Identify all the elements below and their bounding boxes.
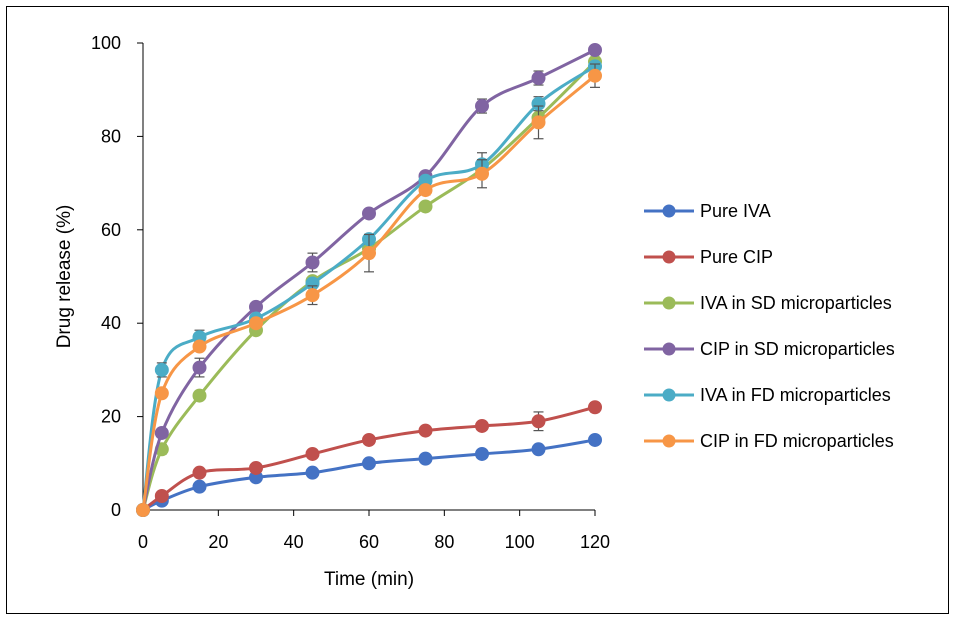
y-tick-label: 100 [91,33,121,53]
data-point-cip-in-fd-microparticles [588,68,602,83]
x-tick-label: 80 [434,532,454,552]
data-point-cip-in-fd-microparticles [249,316,263,331]
legend-label-iva-in-fd-microparticles: IVA in FD microparticles [700,385,891,405]
data-point-cip-in-sd-microparticles [475,99,489,114]
data-point-cip-in-fd-microparticles [475,166,489,181]
data-point-cip-in-fd-microparticles [418,183,433,198]
data-point-pure-cip [249,460,263,475]
data-point-pure-iva [588,432,602,447]
y-tick-label: 0 [111,500,121,520]
legend-label-pure-iva: Pure IVA [700,201,771,221]
legend-marker-cip-in-sd-microparticles [662,342,676,356]
data-point-pure-cip [362,432,376,447]
legend-marker-iva-in-sd-microparticles [662,296,676,310]
x-axis-title: Time (min) [324,569,414,590]
data-point-pure-iva [418,451,433,466]
y-tick-label: 60 [101,220,121,240]
x-tick-label: 40 [284,532,304,552]
data-point-pure-cip [588,400,602,415]
data-point-cip-in-fd-microparticles [362,246,376,261]
series-line-cip-in-fd-microparticles [141,74,596,511]
data-point-pure-iva [531,442,546,457]
legend-marker-pure-cip [662,250,676,264]
data-point-cip-in-sd-microparticles [531,71,546,86]
legend-label-cip-in-sd-microparticles: CIP in SD microparticles [700,339,895,359]
y-axis-title: Drug release (%) [54,205,75,349]
data-point-pure-cip [531,414,546,429]
x-tick-label: 0 [138,532,148,552]
data-point-cip-in-fd-microparticles [305,288,320,303]
x-tick-label: 100 [505,532,535,552]
y-tick-label: 20 [101,407,121,427]
x-tick-label: 120 [580,532,610,552]
data-point-cip-in-sd-microparticles [154,425,169,440]
legend-label-iva-in-sd-microparticles: IVA in SD microparticles [700,293,892,313]
data-point-pure-iva [362,456,376,471]
y-tick-label: 80 [101,126,121,146]
data-point-pure-cip [418,423,433,438]
series-line-pure-cip [142,405,596,512]
data-point-cip-in-fd-microparticles [136,503,150,517]
data-point-cip-in-fd-microparticles [154,386,169,401]
data-point-pure-cip [475,418,489,433]
data-point-iva-in-fd-microparticles [154,362,169,377]
data-point-pure-cip [305,446,320,461]
data-point-cip-in-fd-microparticles [531,115,546,130]
series-line-cip-in-sd-microparticles [141,48,596,511]
data-point-cip-in-sd-microparticles [192,360,207,375]
data-point-pure-cip [154,488,169,503]
x-tick-label: 60 [359,532,379,552]
data-point-pure-iva [475,446,489,461]
legend-marker-cip-in-fd-microparticles [662,434,676,448]
data-point-pure-iva [192,479,207,494]
data-point-cip-in-sd-microparticles [249,299,263,314]
data-point-cip-in-fd-microparticles [192,339,207,354]
legend-marker-iva-in-fd-microparticles [662,388,676,402]
legend-marker-pure-iva [662,204,676,218]
data-point-iva-in-sd-microparticles [418,199,433,214]
legend-label-cip-in-fd-microparticles: CIP in FD microparticles [700,431,894,451]
data-point-pure-iva [305,465,320,480]
data-point-pure-cip [192,465,207,480]
legend-label-pure-cip: Pure CIP [700,247,773,267]
data-point-cip-in-sd-microparticles [362,206,376,221]
series-line-pure-iva [142,438,596,512]
data-point-cip-in-sd-microparticles [588,43,602,58]
y-tick-label: 40 [101,313,121,333]
data-point-iva-in-sd-microparticles [192,388,207,403]
series-line-iva-in-fd-microparticles [141,65,596,511]
data-point-cip-in-sd-microparticles [305,255,320,270]
x-tick-label: 20 [208,532,228,552]
